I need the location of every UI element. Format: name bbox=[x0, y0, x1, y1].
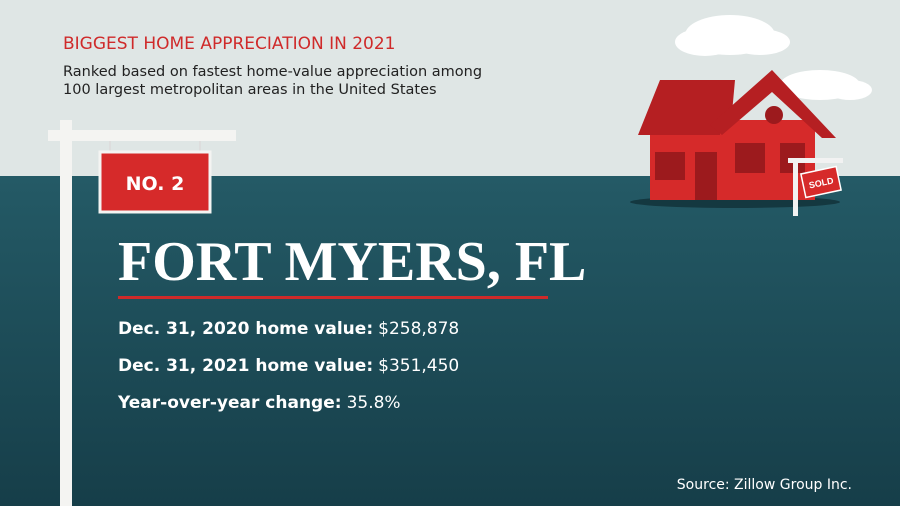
stat-value: $351,450 bbox=[378, 356, 459, 376]
ground bbox=[0, 176, 900, 506]
stat: Dec. 31, 2020 home value: $258,878 bbox=[118, 319, 459, 339]
stat-label: Dec. 31, 2021 home value: bbox=[118, 356, 373, 376]
stat: Dec. 31, 2021 home value: $351,450 bbox=[118, 356, 459, 376]
divider bbox=[118, 296, 548, 299]
stat: Year-over-year change: 35.8% bbox=[117, 393, 401, 413]
house: SOLD bbox=[630, 70, 843, 216]
sign-post bbox=[48, 120, 236, 506]
stat-label: Year-over-year change: bbox=[117, 393, 342, 413]
stat-value: 35.8% bbox=[347, 393, 401, 413]
stat-value: $258,878 bbox=[378, 319, 459, 339]
clouds bbox=[675, 15, 872, 100]
stat-label: Dec. 31, 2020 home value: bbox=[118, 319, 373, 339]
title: BIGGEST HOME APPRECIATION IN 2021 bbox=[63, 34, 396, 54]
rank: NO. 2 bbox=[126, 173, 185, 195]
subtitle-line: Ranked based on fastest home-value appre… bbox=[63, 64, 482, 80]
subtitle-line: 100 largest metropolitan areas in the Un… bbox=[63, 82, 437, 98]
source: Source: Zillow Group Inc. bbox=[677, 477, 852, 493]
city: FORT MYERS, FL bbox=[118, 231, 586, 293]
